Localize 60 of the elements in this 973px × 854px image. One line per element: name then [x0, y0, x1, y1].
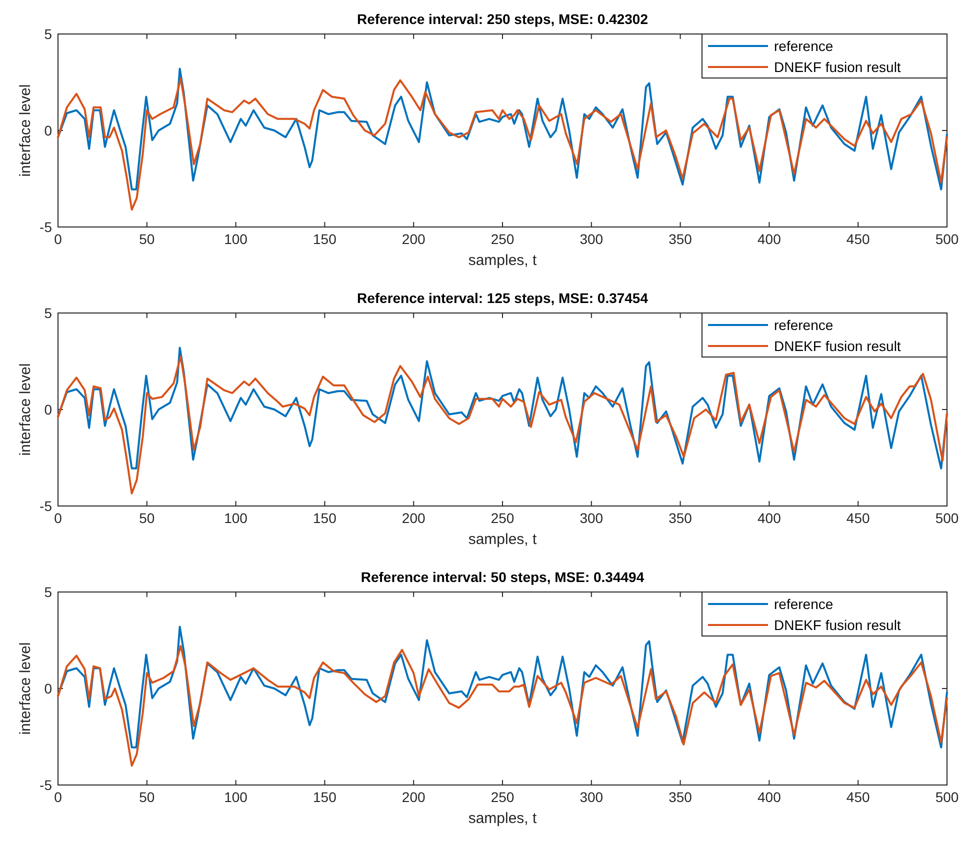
x-tick-label: 250: [490, 231, 514, 247]
legend-label: DNEKF fusion result: [774, 617, 901, 633]
x-tick-label: 300: [580, 231, 604, 247]
legend-label: DNEKF fusion result: [774, 338, 901, 354]
y-tick-label: -5: [40, 219, 52, 235]
x-tick-label: 450: [846, 510, 870, 526]
y-tick-label: 5: [44, 26, 52, 42]
y-tick-label: 0: [44, 122, 52, 138]
x-tick-label: 250: [490, 789, 514, 805]
x-tick-label: 250: [490, 510, 514, 526]
y-tick-label: -5: [40, 498, 52, 514]
y-tick-label: -5: [40, 777, 52, 793]
x-tick-label: 500: [935, 789, 959, 805]
x-tick-label: 150: [313, 231, 337, 247]
y-axis-title: interface level: [17, 84, 34, 177]
y-tick-label: 5: [44, 584, 52, 600]
x-tick-label: 450: [846, 231, 870, 247]
y-tick-label: 5: [44, 305, 52, 321]
chart-title: Reference interval: 125 steps, MSE: 0.37454: [356, 290, 648, 306]
line-series: [57, 645, 948, 767]
x-tick-label: 100: [224, 231, 248, 247]
x-tick-label: 0: [54, 231, 62, 247]
y-tick-label: 0: [44, 680, 52, 696]
chart-title: Reference interval: 50 steps, MSE: 0.34494: [360, 569, 644, 585]
x-tick-label: 500: [935, 510, 959, 526]
x-tick-label: 400: [758, 510, 782, 526]
x-tick-label: 300: [580, 789, 604, 805]
legend-label: DNEKF fusion result: [774, 59, 901, 75]
legend-label: reference: [774, 317, 834, 333]
x-axis-title: samples, t: [468, 252, 538, 269]
x-tick-label: 100: [224, 789, 248, 805]
legend-label: reference: [774, 596, 834, 612]
x-tick-label: 200: [402, 789, 426, 805]
x-tick-label: 150: [313, 789, 337, 805]
x-tick-label: 350: [668, 231, 692, 247]
x-tick-label: 150: [313, 510, 337, 526]
y-tick-label: 0: [44, 402, 52, 418]
x-tick-label: 400: [758, 789, 782, 805]
legend-label: reference: [774, 38, 834, 54]
x-tick-label: 500: [935, 231, 959, 247]
x-tick-label: 0: [54, 510, 62, 526]
x-axis-title: samples, t: [468, 810, 538, 827]
x-tick-label: 50: [139, 510, 155, 526]
x-tick-label: 50: [139, 789, 155, 805]
x-tick-label: 300: [580, 510, 604, 526]
x-tick-label: 450: [846, 789, 870, 805]
x-tick-label: 350: [668, 510, 692, 526]
x-axis-title: samples, t: [468, 531, 538, 548]
y-axis-title: interface level: [17, 642, 34, 735]
chart-title: Reference interval: 250 steps, MSE: 0.42302: [356, 11, 648, 27]
x-tick-label: 50: [139, 231, 155, 247]
x-tick-label: 0: [54, 789, 62, 805]
x-tick-label: 100: [224, 510, 248, 526]
x-tick-label: 200: [402, 231, 426, 247]
line-series: [57, 77, 948, 211]
x-tick-label: 200: [402, 510, 426, 526]
x-tick-label: 350: [668, 789, 692, 805]
y-axis-title: interface level: [17, 363, 34, 456]
x-tick-label: 400: [758, 231, 782, 247]
line-series: [57, 355, 948, 494]
